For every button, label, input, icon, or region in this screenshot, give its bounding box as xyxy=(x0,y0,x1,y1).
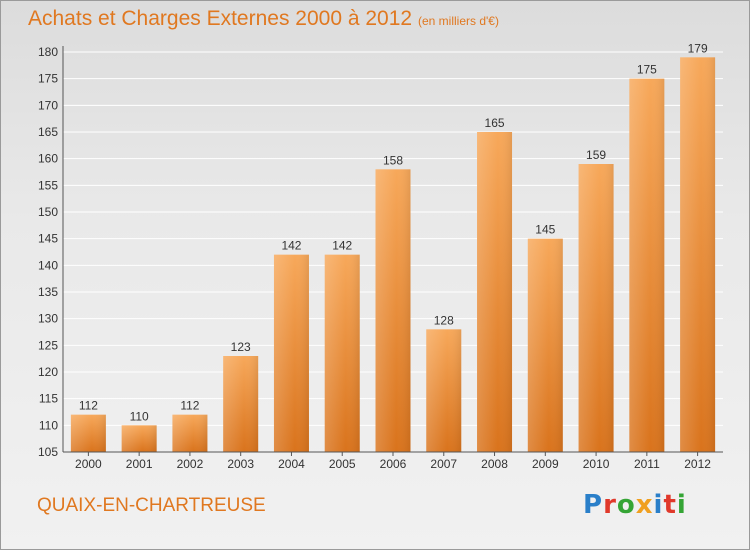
y-tick-label: 130 xyxy=(38,312,58,326)
y-tick-label: 150 xyxy=(38,205,58,219)
x-tick-label: 2008 xyxy=(481,457,508,471)
bar-shade xyxy=(578,164,614,452)
logo-letter: r xyxy=(603,490,617,520)
y-tick-label: 155 xyxy=(38,178,58,192)
data-label: 112 xyxy=(79,399,98,413)
logo-letter: i xyxy=(676,490,687,520)
bar-shade xyxy=(273,254,309,452)
x-tick-label: 2010 xyxy=(583,457,610,471)
x-tick-label: 2000 xyxy=(75,457,102,471)
y-tick-label: 170 xyxy=(38,98,58,112)
bar-shade xyxy=(375,169,411,453)
y-tick-label: 125 xyxy=(38,338,58,352)
x-tick-label: 2007 xyxy=(430,457,457,471)
chart-subtitle: (en milliers d'€) xyxy=(418,14,499,28)
data-label: 112 xyxy=(180,399,199,413)
bar-shade xyxy=(121,425,157,452)
y-tick-label: 120 xyxy=(38,365,58,379)
y-tick-label: 175 xyxy=(38,72,58,86)
data-label: 175 xyxy=(637,63,657,77)
y-tick-label: 145 xyxy=(38,232,58,246)
bar-shade xyxy=(477,132,513,452)
bar-shade xyxy=(172,414,208,452)
data-label: 179 xyxy=(688,41,708,55)
y-tick-label: 110 xyxy=(39,418,58,432)
proxiti-logo[interactable]: Proxiti xyxy=(583,490,687,520)
bar-shade xyxy=(629,78,665,453)
y-tick-label: 105 xyxy=(38,445,58,459)
axes: 105 110 115 120 125 130 135 140 145 150 155 160 165 1… xyxy=(38,45,723,471)
bar-shade xyxy=(527,238,563,452)
data-label: 158 xyxy=(383,153,403,167)
bar-shade xyxy=(223,356,259,452)
data-label: 110 xyxy=(130,409,149,423)
x-tick-label: 2004 xyxy=(278,457,305,471)
x-tick-label: 2001 xyxy=(126,457,153,471)
x-tick-label: 2011 xyxy=(634,457,660,471)
bar-shade xyxy=(680,57,716,452)
x-tick-label: 2009 xyxy=(532,457,559,471)
logo-letter: o xyxy=(616,490,636,520)
logo-letter: t xyxy=(663,490,677,520)
data-label: 145 xyxy=(535,223,555,237)
x-tick-label: 2003 xyxy=(227,457,254,471)
y-tick-label: 140 xyxy=(38,258,58,272)
commune-name: QUAIX-EN-CHARTREUSE xyxy=(37,495,266,516)
bar-shade xyxy=(70,414,106,452)
bar-shade xyxy=(324,254,360,452)
bar-shade xyxy=(426,329,462,452)
data-label: 142 xyxy=(332,239,352,253)
bars: 112 110 112 123 142 142 158 128 165 145 159 175 179 xyxy=(70,41,716,453)
x-tick-label: 2002 xyxy=(177,457,204,471)
y-tick-label: 180 xyxy=(38,45,58,59)
data-label: 165 xyxy=(485,116,505,130)
logo-letter: i xyxy=(653,490,664,520)
data-label: 123 xyxy=(231,340,251,354)
x-tick-label: 2006 xyxy=(380,457,407,471)
data-label: 159 xyxy=(586,148,606,162)
y-tick-label: 165 xyxy=(38,125,58,139)
x-tick-label: 2005 xyxy=(329,457,356,471)
chart-title: Achats et Charges Externes 2000 à 2012 xyxy=(28,7,413,30)
logo-letter: x xyxy=(635,490,654,520)
data-label: 142 xyxy=(281,239,301,253)
x-tick-label: 2012 xyxy=(684,457,711,471)
y-tick-label: 135 xyxy=(38,285,58,299)
data-label: 128 xyxy=(434,313,454,327)
y-tick-label: 160 xyxy=(38,152,58,166)
logo-letter: P xyxy=(583,490,604,520)
y-tick-label: 115 xyxy=(39,392,58,406)
